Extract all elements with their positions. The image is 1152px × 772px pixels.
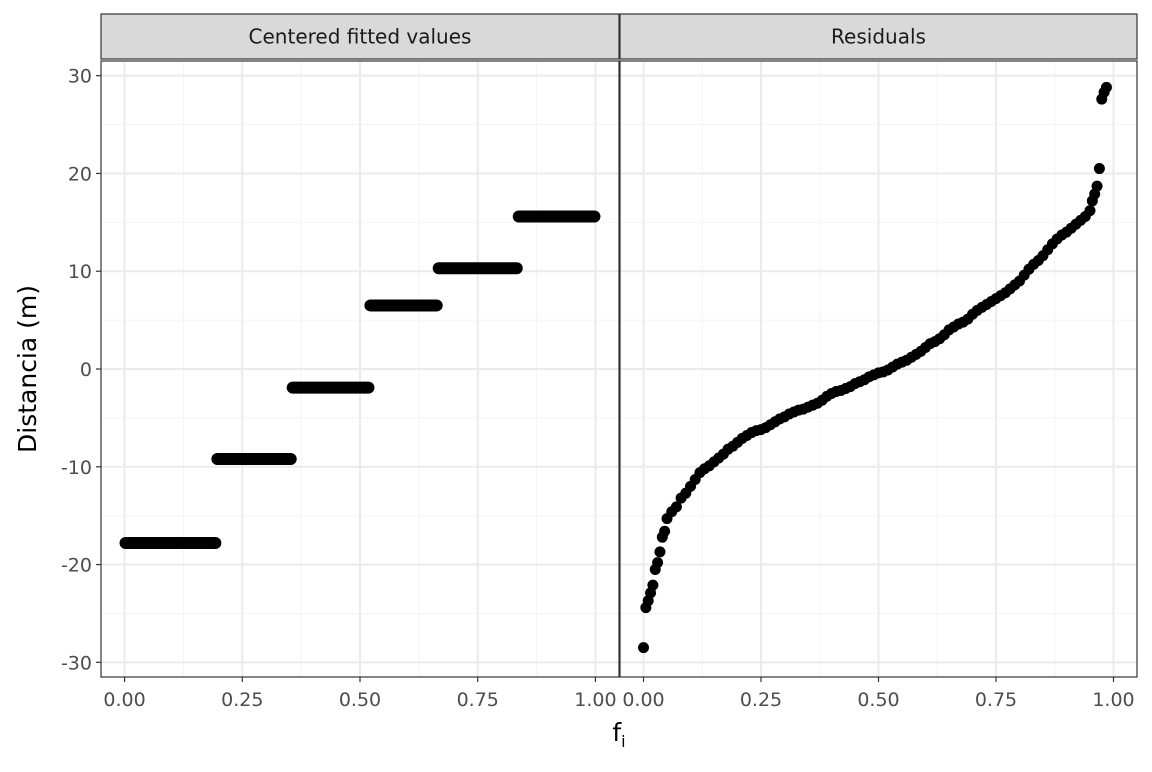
x-tick-label: 0.50 — [339, 689, 381, 711]
residual-point-104 — [1091, 180, 1103, 192]
facet-strip-label: Centered fitted values — [249, 25, 472, 49]
y-axis-title: Distancia (m) — [13, 285, 42, 453]
residual-point-105 — [1093, 163, 1105, 175]
y-tick-label: -30 — [61, 652, 92, 674]
facet-strip-label: Residuals — [831, 25, 926, 49]
x-axis-title-main: f — [612, 718, 622, 747]
facet-strip — [100, 13, 620, 60]
x-axis-title-subscript: i — [621, 732, 625, 751]
residual-point-108 — [1100, 81, 1112, 93]
y-tick-label: 10 — [68, 261, 92, 283]
residual-point-8 — [654, 546, 666, 558]
x-tick-label: 0.25 — [221, 689, 263, 711]
residual-point-10 — [659, 525, 671, 537]
residual-point-13 — [670, 501, 682, 513]
residual-point-5 — [647, 579, 659, 591]
residual-point-1 — [638, 642, 649, 654]
x-tick-label: 0.50 — [857, 689, 899, 711]
x-tick-label: 0.00 — [103, 689, 145, 711]
x-tick-label: 0.75 — [975, 689, 1017, 711]
facet-strip — [619, 13, 1138, 60]
x-tick-label: 0.00 — [622, 689, 664, 711]
x-axis-title: fi — [612, 718, 625, 751]
residual-point-101 — [1084, 205, 1096, 217]
x-tick-label: 0.25 — [740, 689, 782, 711]
residual-point-7 — [652, 557, 664, 569]
x-tick-label: 0.75 — [457, 689, 499, 711]
y-tick-label: 30 — [68, 66, 92, 88]
x-tick-label: 1.00 — [1092, 689, 1134, 711]
x-tick-label: 1.00 — [574, 689, 616, 711]
y-tick-label: 0 — [80, 359, 92, 381]
y-tick-label: -20 — [61, 555, 92, 577]
y-tick-label: 20 — [68, 163, 92, 185]
y-tick-label: -10 — [61, 457, 92, 479]
